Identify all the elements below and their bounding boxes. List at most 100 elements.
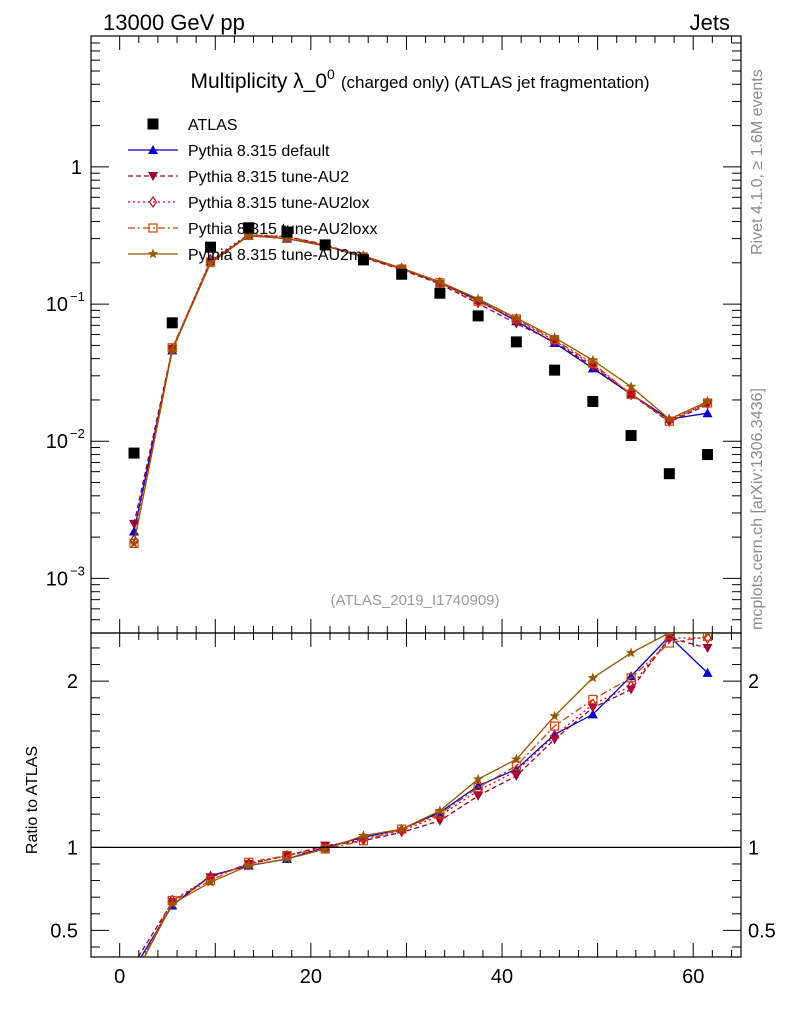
atlas-data-point <box>396 268 408 280</box>
y-tick-exponent: −3 <box>70 563 85 578</box>
series-4-ratio-point <box>472 773 484 784</box>
series-2-ratio-point <box>244 857 253 871</box>
legend-marker <box>148 145 158 154</box>
series-4-point <box>587 354 599 365</box>
series-4-point <box>472 293 484 304</box>
series-4-point <box>396 262 407 273</box>
ratio-axis-label: Ratio to ATLAS <box>24 746 41 854</box>
series-1-point <box>129 519 140 529</box>
atlas-data-point <box>549 364 561 376</box>
series-2-ratio-point <box>588 698 598 711</box>
series-2-ratio-point <box>550 729 559 743</box>
legend-entry-label: Pythia 8.315 tune-AU2 <box>188 169 349 186</box>
series-4-ratio-point <box>434 805 446 816</box>
atlas-data-point <box>243 222 255 234</box>
ratio-panel-frame <box>90 632 742 958</box>
legend-marker <box>148 195 158 209</box>
y-tick-label: 10 <box>46 568 68 590</box>
series-4-ratio-point <box>549 710 560 721</box>
series-1-point <box>664 418 675 428</box>
atlas-data-point <box>663 468 675 480</box>
atlas-data-point <box>587 395 599 407</box>
chart-title-main: Multiplicity λ_0 <box>191 70 328 93</box>
series-3-ratio-point <box>550 721 560 731</box>
y-tick-exponent: −1 <box>70 289 85 304</box>
x-tick-label: 40 <box>491 966 513 988</box>
chart-title: Multiplicity λ_00 (charged only) (ATLAS j… <box>191 66 650 93</box>
mcplots-label: mcplots.cern.ch [arXiv:1306.3436] <box>749 388 766 630</box>
ratio-y-tick-label: 1 <box>67 837 78 859</box>
series-4-ratio-line <box>143 633 708 957</box>
series-4-ratio-point <box>167 898 178 909</box>
series-4-ratio-point <box>243 860 254 871</box>
process-label: Jets <box>690 10 730 35</box>
series-3-point <box>626 389 636 399</box>
atlas-data-point <box>166 317 178 329</box>
ratio-y-tick-label-right: 1 <box>748 837 759 859</box>
legend-entry-label: Pythia 8.315 tune-AU2loxx <box>188 221 377 238</box>
series-4-point <box>549 332 560 342</box>
ratio-y-tick-label: 2 <box>67 671 78 693</box>
atlas-data-point <box>510 336 522 348</box>
series-3-ratio-point <box>626 673 636 683</box>
series-4-point <box>281 233 293 244</box>
atlas-data-point <box>434 287 446 299</box>
series-4-point <box>128 537 140 548</box>
legend-entry-label: Pythia 8.315 default <box>188 143 330 160</box>
ratio-y-tick-label-right: 2 <box>748 671 759 693</box>
series-4-ratio-point <box>358 830 369 841</box>
legend-entry-label: Pythia 8.315 tune-AU2lox <box>188 195 369 212</box>
atlas-data-point <box>625 430 637 442</box>
series-3-ratio-point <box>511 761 521 771</box>
y-tick-label: 1 <box>71 157 82 179</box>
series-3-line <box>133 234 708 544</box>
series-0-ratio-point <box>626 671 637 681</box>
series-3-ratio-point <box>588 694 598 705</box>
ratio-y-tick-label-right: 0.5 <box>748 920 776 942</box>
series-2-ratio-point <box>473 784 483 797</box>
chart-title-superscript: 0 <box>327 66 335 82</box>
atlas-data-point <box>319 239 331 251</box>
series-3-ratio-point <box>473 782 483 793</box>
x-tick-label: 0 <box>114 966 125 988</box>
series-4-point <box>664 413 675 424</box>
energy-label: 13000 GeV pp <box>103 10 245 35</box>
series-4-point <box>205 257 216 268</box>
series-4-line <box>133 235 708 544</box>
series-4-ratio-point <box>587 672 599 683</box>
series-2-point <box>168 343 177 356</box>
series-0-line <box>133 235 708 532</box>
series-4-ratio-point <box>666 633 673 638</box>
series-4-ratio-point <box>704 633 711 638</box>
x-tick-label: 20 <box>300 966 322 988</box>
legend-marker <box>147 118 159 130</box>
series-2-ratio-line <box>142 637 708 957</box>
atlas-data-point <box>472 310 484 322</box>
series-3-ratio-point <box>702 633 713 641</box>
series-4-point <box>702 396 713 406</box>
series-4-ratio-point <box>625 647 637 658</box>
series-4-point <box>243 230 254 241</box>
series-4-ratio-point <box>281 853 293 864</box>
series-2-point <box>626 388 636 401</box>
chart-title-suffix: (charged only) (ATLAS jet fragmentation) <box>341 73 650 92</box>
series-4-ratio-point <box>396 823 407 834</box>
series-0-ratio-point <box>587 709 598 719</box>
atlas-data-point <box>281 226 293 238</box>
legend-marker <box>147 248 159 259</box>
series-0-ratio-point <box>511 764 522 774</box>
series-2-ratio-point <box>320 841 330 854</box>
series-4-ratio-point <box>320 843 331 854</box>
series-4-ratio-point <box>205 876 216 887</box>
series-2-line <box>133 233 708 541</box>
series-3-ratio-line <box>143 635 708 957</box>
legend-marker <box>148 223 158 233</box>
series-1-ratio-point <box>702 643 713 653</box>
legend-entry-label: Pythia 8.315 tune-AU2m <box>188 247 362 264</box>
y-tick-label: 10 <box>46 294 68 316</box>
series-3-ratio-point <box>664 638 674 648</box>
series-0-point <box>702 408 713 418</box>
series-4-ratio-point <box>511 753 522 764</box>
ratio-y-tick-label: 0.5 <box>50 920 78 942</box>
